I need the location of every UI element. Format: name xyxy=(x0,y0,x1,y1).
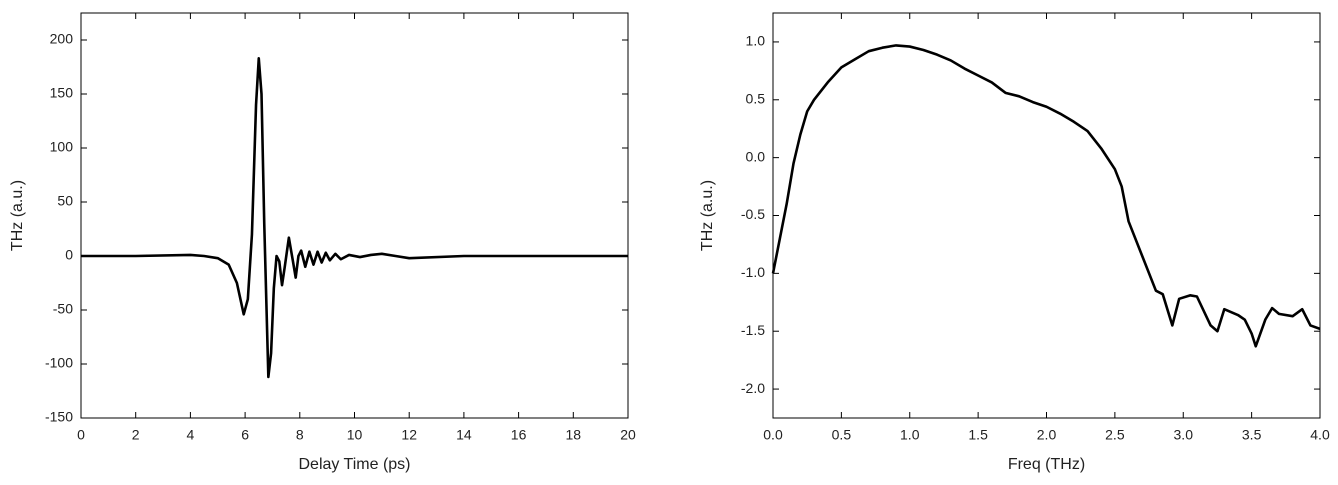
y-tick-label: -50 xyxy=(53,301,73,317)
y-tick-label: 0 xyxy=(65,247,73,263)
y-axis-title: THz (a.u.) xyxy=(699,180,716,251)
x-tick-label: 0 xyxy=(77,427,85,443)
x-tick-label: 3.0 xyxy=(1174,427,1194,443)
y-tick-label: 0.0 xyxy=(746,148,766,164)
y-tick-label: -2.0 xyxy=(741,380,765,396)
y-tick-label: 1.0 xyxy=(746,33,766,49)
y-tick-label: 150 xyxy=(50,85,74,101)
x-tick-label: 4 xyxy=(187,427,195,443)
data-line xyxy=(81,57,628,379)
x-tick-label: 0.0 xyxy=(763,427,783,443)
x-tick-label: 6 xyxy=(241,427,249,443)
x-tick-label: 4.0 xyxy=(1310,427,1330,443)
y-axis-title: THz (a.u.) xyxy=(9,180,26,251)
x-tick-label: 8 xyxy=(296,427,304,443)
y-tick-label: 0.5 xyxy=(746,90,766,106)
x-tick-label: 0.5 xyxy=(832,427,852,443)
y-tick-label: -100 xyxy=(45,355,73,371)
plot-frame xyxy=(80,12,629,419)
x-tick-label: 3.5 xyxy=(1242,427,1262,443)
x-tick-label: 1.0 xyxy=(900,427,920,443)
plot-frame xyxy=(772,12,1321,419)
y-tick-label: -1.0 xyxy=(741,264,765,280)
x-axis-title: Freq (THz) xyxy=(1008,456,1085,473)
y-tick-label: 100 xyxy=(50,139,74,155)
y-tick-label: 50 xyxy=(57,193,73,209)
y-tick-label: -1.5 xyxy=(741,322,765,338)
y-tick-label: 200 xyxy=(50,31,74,47)
x-tick-label: 1.5 xyxy=(968,427,988,443)
x-tick-label: 20 xyxy=(620,427,636,443)
x-tick-label: 12 xyxy=(401,427,417,443)
x-tick-label: 18 xyxy=(566,427,582,443)
x-axis-title: Delay Time (ps) xyxy=(298,456,410,473)
y-tick-label: -150 xyxy=(45,409,73,425)
x-tick-label: 16 xyxy=(511,427,527,443)
data-line xyxy=(771,44,1321,348)
x-tick-label: 10 xyxy=(347,427,363,443)
x-tick-label: 2.0 xyxy=(1037,427,1057,443)
y-tick-label: -0.5 xyxy=(741,206,765,222)
x-tick-label: 2.5 xyxy=(1105,427,1125,443)
x-tick-label: 14 xyxy=(456,427,472,443)
x-tick-label: 2 xyxy=(132,427,140,443)
